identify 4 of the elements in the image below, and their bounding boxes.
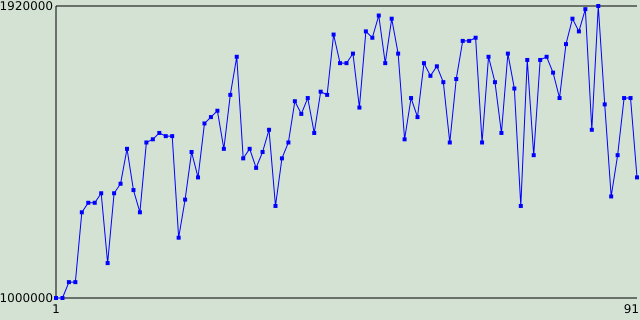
y-tick-label: 1000000 <box>0 291 53 306</box>
x-tick-label: 1 <box>52 302 60 316</box>
x-tick-label: 91 <box>624 302 639 316</box>
y-tick-label: 1920000 <box>0 0 53 14</box>
